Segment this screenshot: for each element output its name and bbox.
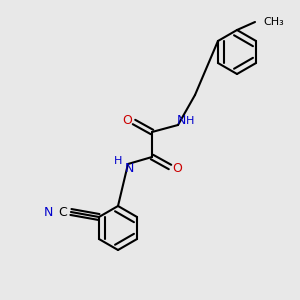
Text: N: N: [44, 206, 53, 218]
Text: C: C: [58, 206, 67, 218]
Text: N: N: [176, 113, 186, 127]
Text: O: O: [172, 163, 182, 176]
Text: O: O: [122, 113, 132, 127]
Text: H: H: [186, 116, 194, 126]
Text: H: H: [114, 156, 122, 166]
Text: N: N: [124, 163, 134, 176]
Text: CH₃: CH₃: [263, 17, 284, 27]
